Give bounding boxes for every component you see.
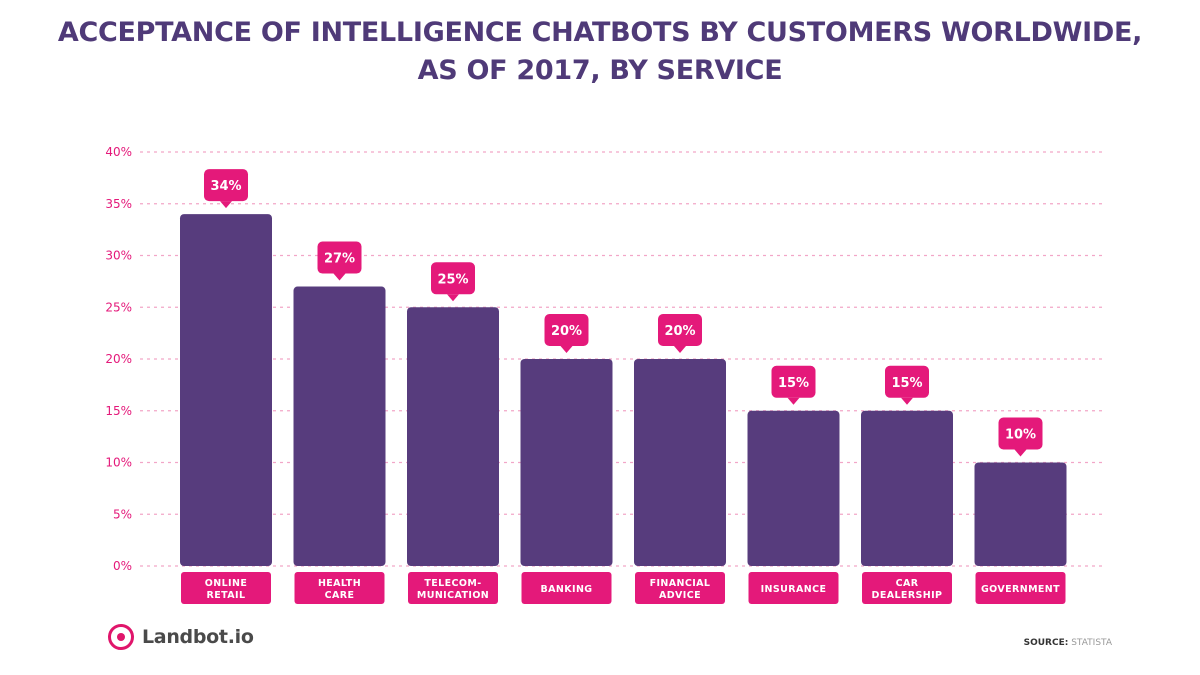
value-callout: 20% — [658, 314, 702, 353]
callout-box — [431, 262, 475, 295]
value-callout: 15% — [771, 365, 816, 405]
chart-title-line-1: ACCEPTANCE OF INTELLIGENCE CHATBOTS BY C… — [57, 17, 1143, 48]
x-tick-label: RETAIL — [207, 590, 246, 601]
y-tick-label: 40% — [105, 145, 132, 159]
value-callout: 10% — [998, 417, 1043, 457]
callout-box — [658, 314, 702, 346]
landbot-logo-text: Landbot.io — [142, 626, 254, 648]
callout-pointer — [787, 397, 800, 405]
callout-box — [998, 417, 1043, 450]
x-tick-label: HEALTH — [318, 578, 361, 589]
data-label: 34% — [210, 179, 241, 194]
chart-title-line-2: AS OF 2017, BY SERVICE — [417, 55, 783, 86]
source-note: SOURCE: STATISTA — [1024, 638, 1112, 648]
category-label-box — [521, 572, 612, 604]
callout-box — [544, 314, 589, 346]
x-tick-label: FINANCIAL — [650, 578, 711, 589]
callout-pointer — [674, 346, 686, 353]
value-callout: 20% — [544, 314, 589, 353]
category-label-box — [975, 572, 1066, 604]
source-label: SOURCE: — [1023, 638, 1069, 648]
y-tick-label: 0% — [113, 559, 132, 573]
bar — [407, 307, 499, 566]
category-label: GOVERNMENT — [975, 572, 1066, 604]
y-tick-label: 35% — [105, 197, 132, 211]
x-tick-label: ONLINE — [205, 578, 247, 589]
y-tick-label: 20% — [105, 352, 132, 366]
data-label: 15% — [891, 376, 922, 391]
callout-pointer — [447, 294, 459, 302]
category-label-box — [408, 572, 498, 604]
landbot-logo: Landbot.io — [108, 624, 254, 650]
x-tick-label: TELECOM- — [424, 578, 481, 589]
data-label: 25% — [437, 272, 468, 287]
value-callout: 25% — [431, 262, 475, 302]
bar — [520, 359, 613, 566]
y-tick-label: 10% — [105, 456, 132, 470]
x-tick-label: ADVICE — [659, 590, 701, 601]
chart-title: ACCEPTANCE OF INTELLIGENCE CHATBOTS BY C… — [0, 14, 1200, 90]
callout-pointer — [220, 201, 232, 209]
callout-pointer — [1014, 449, 1027, 457]
data-label: 20% — [664, 324, 695, 339]
data-label: 27% — [324, 252, 355, 267]
gridlines — [140, 151, 1105, 567]
y-tick-label: 30% — [105, 249, 132, 263]
x-tick-label: MUNICATION — [417, 590, 489, 601]
value-callout: 27% — [317, 241, 362, 281]
callout-pointer — [560, 346, 573, 353]
source-value: STATISTA — [1071, 638, 1112, 648]
bar — [634, 359, 726, 566]
category-label-box — [294, 572, 385, 604]
y-tick-label: 5% — [113, 507, 132, 521]
x-tick-label: GOVERNMENT — [981, 584, 1060, 595]
bar — [747, 410, 840, 566]
category-label-box — [862, 572, 952, 604]
bar — [293, 286, 386, 566]
callout-box — [771, 365, 816, 398]
y-tick-label: 15% — [105, 404, 132, 418]
x-tick-label: DEALERSHIP — [872, 590, 943, 601]
x-tick-label: CAR — [896, 578, 919, 589]
category-label-box — [748, 572, 839, 604]
data-label: 15% — [778, 376, 809, 391]
callout-box — [885, 365, 929, 398]
callout-box — [204, 169, 248, 202]
category-label: BANKING — [521, 572, 612, 604]
bar — [180, 214, 272, 566]
category-label-box — [181, 572, 271, 604]
callout-pointer — [333, 273, 346, 281]
category-label-box — [635, 572, 725, 604]
x-tick-label: CARE — [325, 590, 355, 601]
callout-pointer — [901, 397, 913, 405]
data-label: 10% — [1005, 428, 1036, 443]
category-label: TELECOM-MUNICATION — [408, 572, 498, 604]
bar — [974, 462, 1067, 566]
category-label: INSURANCE — [748, 572, 839, 604]
x-tick-label: BANKING — [541, 584, 593, 595]
value-callout: 15% — [885, 365, 929, 405]
landbot-logo-icon — [108, 624, 134, 650]
y-tick-label: 25% — [105, 300, 132, 314]
x-tick-label: INSURANCE — [761, 584, 827, 595]
data-label: 20% — [551, 324, 582, 339]
callout-box — [317, 241, 362, 274]
value-callout: 34% — [204, 169, 248, 209]
bar — [861, 410, 953, 566]
